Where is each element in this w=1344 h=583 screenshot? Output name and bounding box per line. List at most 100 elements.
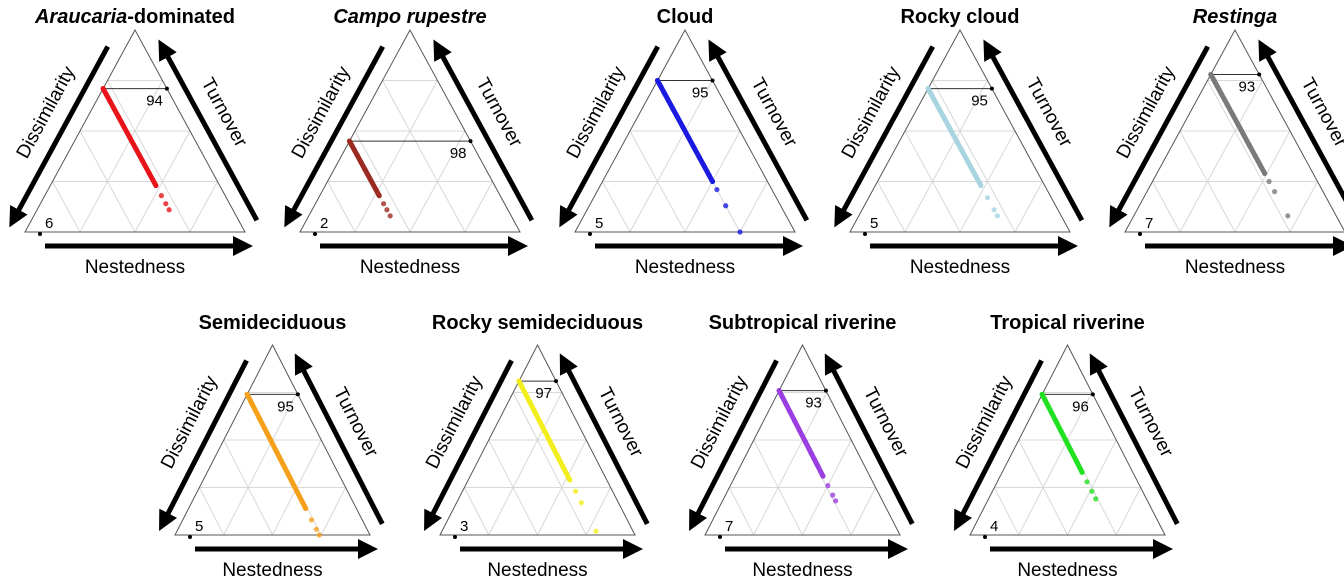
grid-line bbox=[993, 487, 1020, 536]
annotation-dot bbox=[295, 392, 300, 397]
data-point bbox=[661, 90, 667, 96]
data-point bbox=[126, 134, 133, 140]
grid-line bbox=[537, 439, 587, 536]
data-point bbox=[297, 494, 303, 500]
top-annotation: 96 bbox=[1072, 398, 1089, 415]
axis-label-right: Turnover bbox=[472, 74, 527, 151]
bottom-annotation: 5 bbox=[595, 215, 603, 232]
axis-label-right: Turnover bbox=[1022, 74, 1077, 151]
data-point bbox=[308, 517, 315, 523]
data-point bbox=[1272, 189, 1278, 195]
data-point bbox=[560, 464, 566, 470]
grid-line bbox=[1289, 181, 1318, 233]
grid-line bbox=[1152, 181, 1181, 233]
data-point bbox=[1049, 410, 1055, 416]
axis-label-bottom: Nestedness bbox=[910, 257, 1010, 278]
data-point bbox=[1042, 397, 1048, 403]
grid-line bbox=[488, 392, 563, 536]
data-point bbox=[1235, 122, 1241, 128]
data-point bbox=[792, 418, 798, 424]
grid-line bbox=[1179, 80, 1263, 233]
grid-line bbox=[409, 130, 466, 233]
grid-line bbox=[932, 80, 1016, 233]
axis-label-bottom: Nestedness bbox=[752, 560, 852, 581]
data-point bbox=[146, 170, 152, 177]
data-point bbox=[252, 407, 258, 413]
data-point bbox=[1257, 162, 1263, 168]
data-point bbox=[115, 114, 122, 120]
grid-line bbox=[382, 80, 466, 233]
data-point bbox=[940, 114, 947, 120]
top-annotation: 93 bbox=[1239, 78, 1256, 95]
data-point bbox=[1084, 479, 1090, 485]
data-point bbox=[103, 92, 109, 98]
panel-title: Subtropical riverine bbox=[709, 312, 897, 334]
grid-line bbox=[602, 181, 631, 233]
data-point bbox=[163, 201, 169, 207]
data-point bbox=[567, 477, 573, 483]
data-point bbox=[1211, 77, 1217, 84]
axis-label-bottom: Nestedness bbox=[222, 560, 322, 581]
top-annotation: 95 bbox=[692, 84, 709, 101]
grid-line bbox=[1067, 439, 1117, 536]
grid-line bbox=[728, 487, 755, 536]
arrow-dissimilarity bbox=[954, 359, 1044, 532]
annotation-dot bbox=[710, 78, 715, 83]
arrow-turnover bbox=[294, 353, 385, 526]
data-point bbox=[354, 152, 360, 158]
data-point bbox=[519, 384, 525, 390]
data-point bbox=[951, 134, 958, 140]
data-point bbox=[257, 416, 263, 422]
grid-line bbox=[354, 80, 438, 233]
data-point bbox=[965, 158, 971, 164]
data-point bbox=[654, 77, 661, 84]
data-point bbox=[1262, 170, 1268, 177]
triangle-frame bbox=[574, 28, 796, 233]
arrow-turnover bbox=[983, 39, 1085, 222]
grid-line bbox=[877, 181, 906, 233]
arrow-turnover bbox=[433, 39, 535, 222]
data-point bbox=[691, 144, 697, 150]
data-point bbox=[685, 134, 691, 140]
data-point bbox=[670, 106, 676, 112]
corner-dot bbox=[188, 535, 192, 539]
data-point bbox=[1079, 469, 1085, 475]
axis-label-bottom: Nestedness bbox=[487, 560, 587, 581]
arrow-turnover bbox=[1089, 353, 1180, 526]
data-point bbox=[111, 106, 117, 112]
data-point bbox=[833, 498, 839, 504]
data-point bbox=[1246, 142, 1252, 148]
data-point bbox=[362, 166, 368, 172]
grid-line bbox=[464, 181, 493, 233]
data-point bbox=[313, 526, 319, 532]
data-point bbox=[384, 207, 390, 213]
panel-title: Araucaria-dominated bbox=[34, 6, 235, 28]
data-point bbox=[665, 98, 672, 104]
title-part: Semideciduous bbox=[199, 312, 347, 334]
data-point bbox=[554, 452, 560, 458]
arrow-dissimilarity bbox=[1109, 45, 1210, 228]
data-point bbox=[371, 182, 377, 189]
axis-label-right: Turnover bbox=[197, 74, 252, 151]
data-point bbox=[303, 505, 309, 511]
grid-line bbox=[354, 130, 411, 233]
data-point bbox=[1045, 403, 1051, 409]
top-annotation: 94 bbox=[146, 93, 163, 110]
grid-line bbox=[1018, 439, 1068, 536]
data-point bbox=[1241, 132, 1247, 138]
data-point bbox=[1208, 71, 1214, 78]
grid-line bbox=[1018, 392, 1093, 536]
data-point bbox=[1039, 391, 1045, 397]
data-point bbox=[802, 439, 809, 445]
bottom-annotation: 7 bbox=[725, 518, 733, 535]
arrow-dissimilarity bbox=[284, 45, 385, 228]
grid-line bbox=[189, 181, 218, 233]
grid-line bbox=[320, 487, 347, 536]
panel-title: Restinga bbox=[1193, 6, 1277, 28]
annotation-dot bbox=[989, 86, 994, 91]
data-point bbox=[273, 448, 279, 454]
grid-line bbox=[223, 392, 298, 536]
